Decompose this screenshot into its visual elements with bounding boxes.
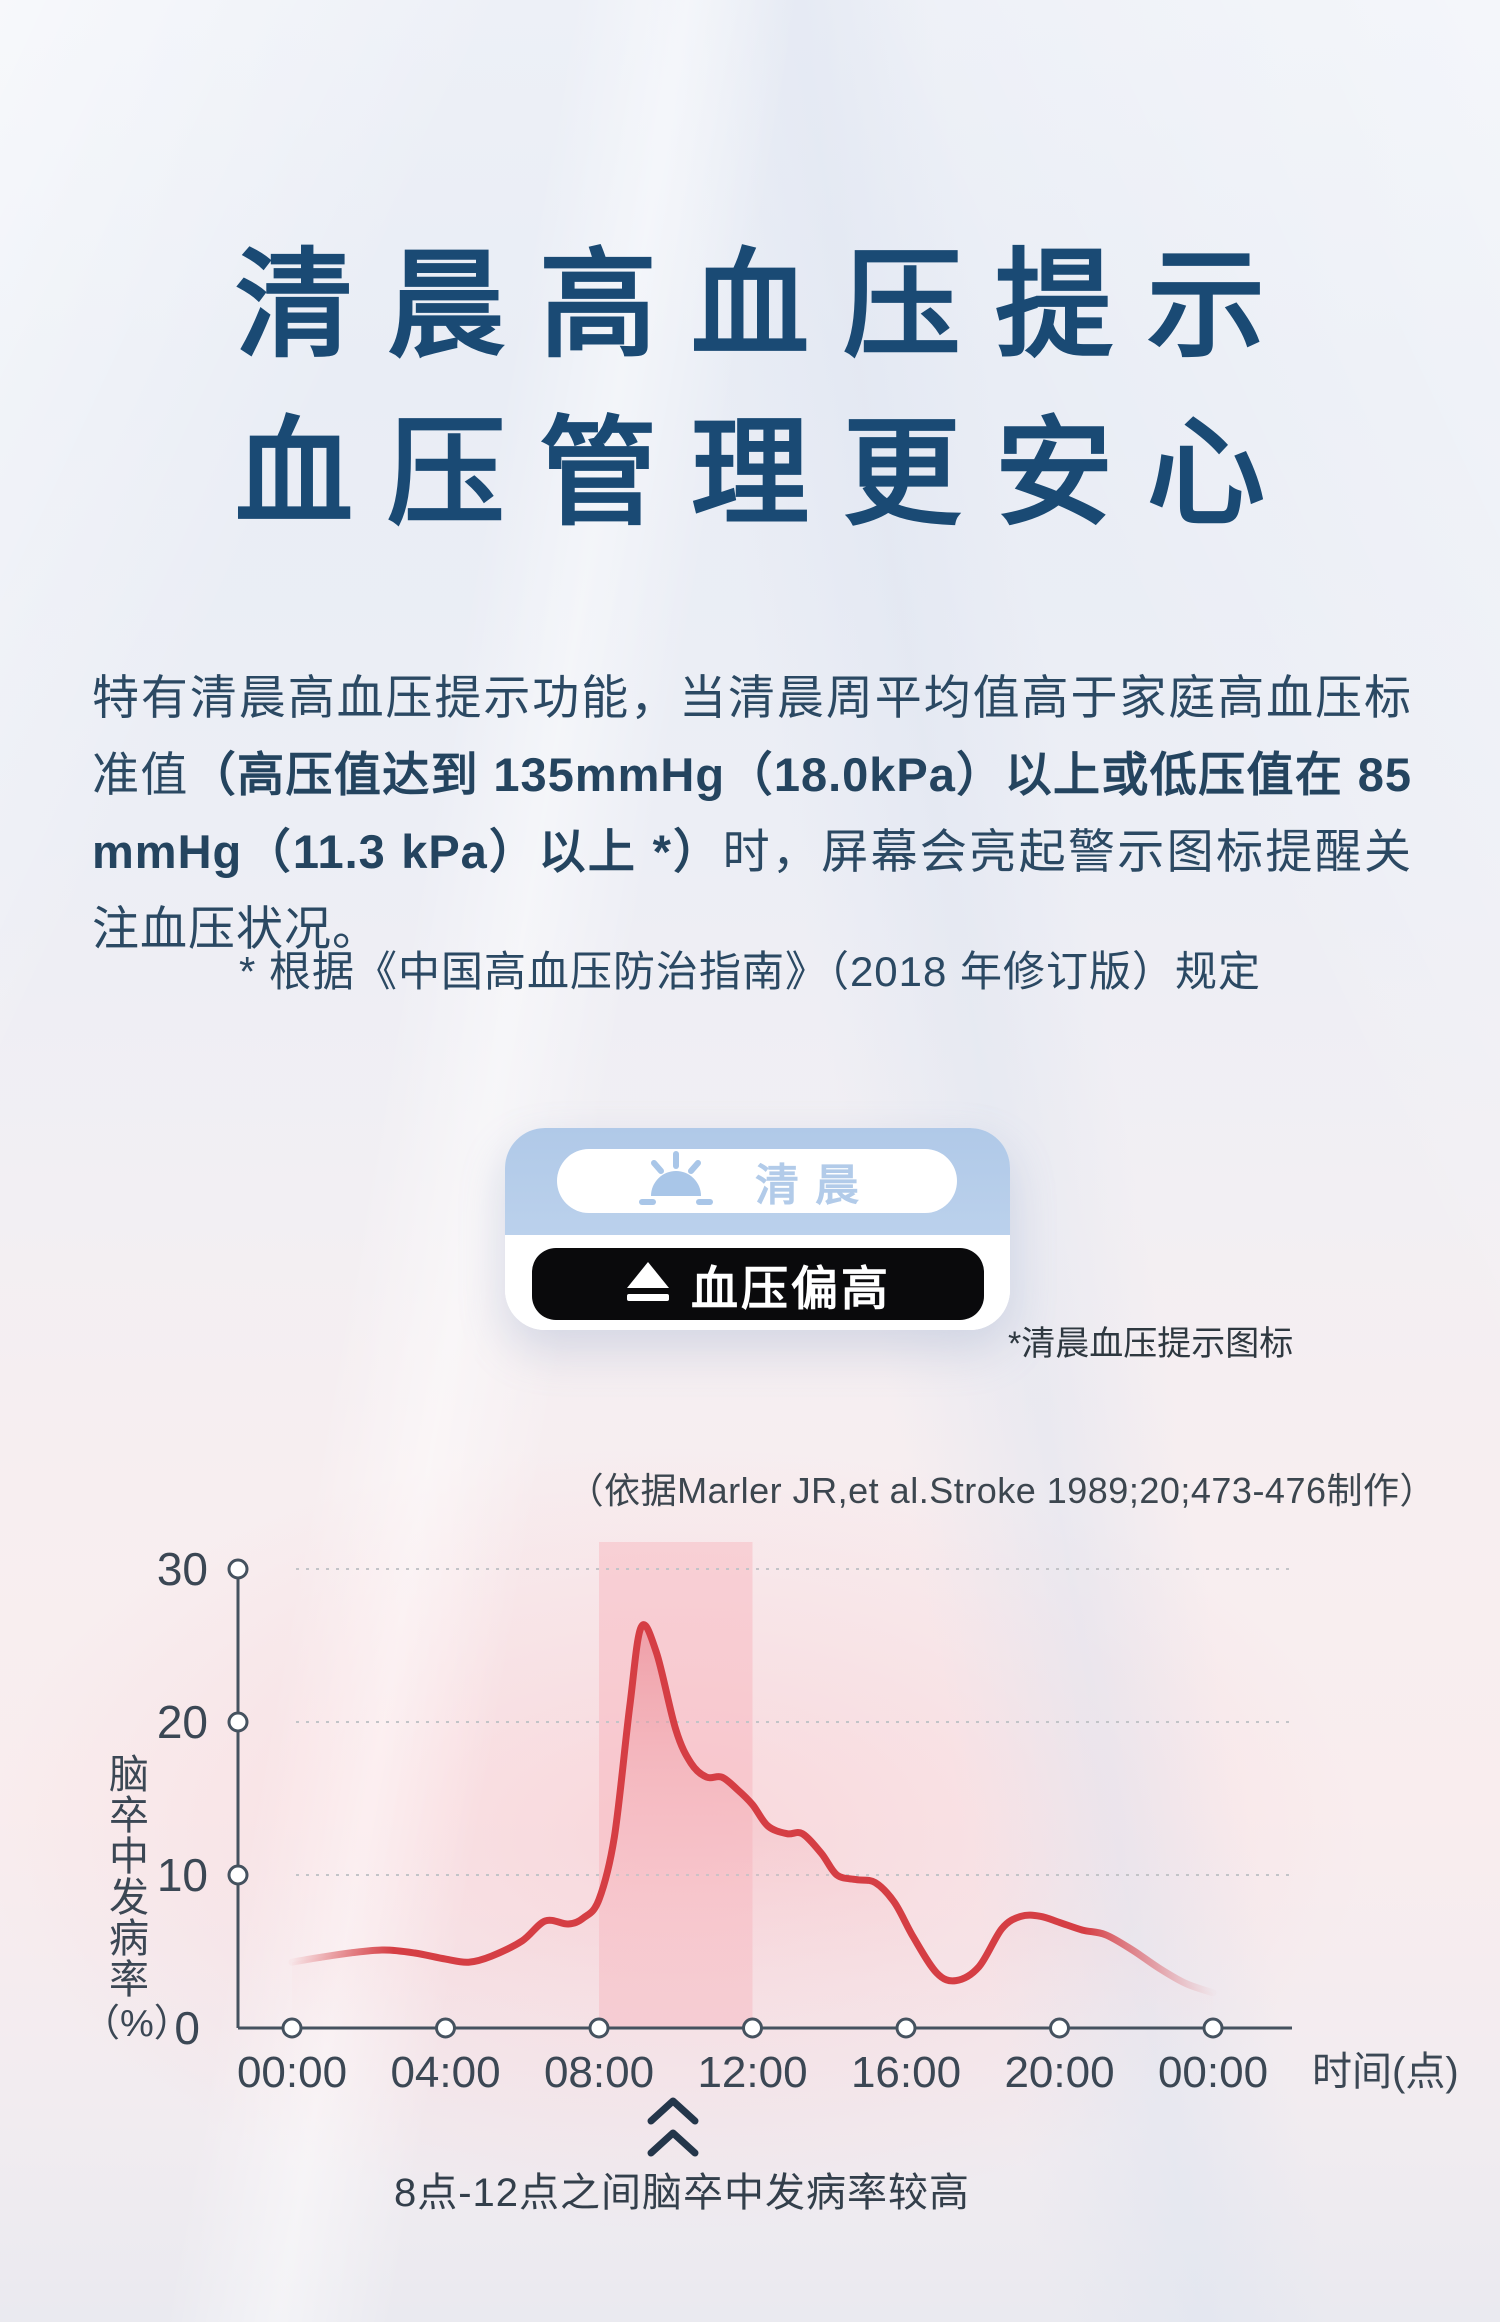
x-tick-marker-24: [1202, 2017, 1224, 2039]
y-axis-unit: （%）: [82, 2003, 192, 2045]
sunrise-icon: [639, 1150, 713, 1213]
morning-card-top: 清晨: [505, 1128, 1010, 1235]
y-tick-label-30: 30: [157, 1543, 208, 1595]
x-tick-marker-12: [742, 2017, 763, 2039]
paragraph-normal-1: 特有清晨高血压提示功能，当清晨周平均值高于家庭高血压标准值: [92, 671, 1412, 801]
y-tick-marker-20: [227, 1711, 249, 1733]
x-axis-unit-label: 时间(点): [1312, 2050, 1459, 2094]
morning-alert-card: 清晨 血压偏高: [505, 1128, 1010, 1330]
y-axis-title: 脑卒中发病率: [103, 1753, 147, 1999]
y-tick-label-10: 10: [157, 1849, 208, 1901]
area-fill: [292, 1624, 1213, 2028]
chart-source-citation: （依据Marler JR,et al.Stroke 1989;20;473-47…: [567, 1470, 1436, 1511]
paragraph-normal-2: 时，屏幕会亮起警示图标提醒关注血压状况。: [92, 825, 1412, 955]
x-tick-label-0: 00:00: [237, 2048, 347, 2097]
eject-triangle-icon: [625, 1261, 671, 1308]
paragraph-bold-thresholds: （高压值达到 135mmHg（18.0kPa）以上或低压值在 85 mmHg（1…: [92, 748, 1412, 878]
bp-high-pill: 血压偏高: [532, 1248, 984, 1320]
page-title-line2: 血压管理更安心: [234, 408, 1299, 540]
x-tick-label-8: 08:00: [544, 2048, 654, 2097]
bp-high-label: 血压偏高: [691, 1261, 891, 1315]
x-tick-label-16: 16:00: [851, 2048, 961, 2097]
double-chevron-up-icon: [644, 2094, 702, 2160]
x-tick-marker-4: [435, 2017, 456, 2039]
y-tick-label-0: 0: [174, 2002, 200, 2054]
x-tick-marker-16: [895, 2017, 917, 2039]
x-tick-label-20: 20:00: [1004, 2048, 1114, 2097]
x-tick-marker-8: [588, 2017, 610, 2039]
morning-pill: 清晨: [557, 1149, 957, 1213]
incidence-curve: [288, 1621, 1217, 1997]
y-tick-marker-10: [227, 1864, 249, 1886]
y-tick-label-20: 20: [157, 1696, 208, 1748]
chart-annotation: 8点-12点之间脑卒中发病率较高: [393, 2171, 971, 2215]
intro-paragraph: 特有清晨高血压提示功能，当清晨周平均值高于家庭高血压标准值（高压值达到 135m…: [92, 659, 1412, 967]
x-tick-label-12: 12:00: [697, 2048, 807, 2097]
y-tick-marker-30: [227, 1558, 249, 1580]
x-tick-label-24: 00:00: [1158, 2048, 1268, 2097]
morning-card-bottom: 血压偏高: [505, 1235, 1010, 1330]
stroke-incidence-chart: 30 20 10 0 00:00 04:00 08:00 12:00 16:00…: [157, 1542, 1459, 2097]
page-title-line1: 清晨高血压提示: [234, 240, 1299, 372]
x-tick-label-4: 04:00: [390, 2048, 500, 2097]
x-tick-marker-0: [281, 2017, 303, 2039]
guideline-footnote: * 根据《中国高血压防治指南》（2018 年修订版）规定: [238, 948, 1262, 995]
morning-label: 清晨: [755, 1161, 875, 1210]
card-caption: *清晨血压提示图标: [1008, 1325, 1294, 1363]
x-tick-marker-20: [1049, 2017, 1070, 2039]
